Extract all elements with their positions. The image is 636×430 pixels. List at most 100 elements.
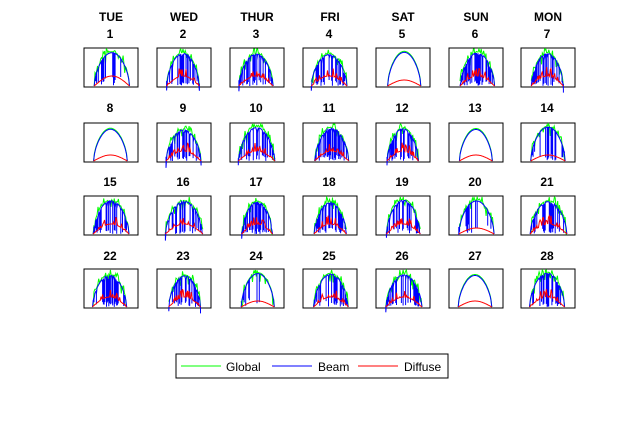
series-global-line xyxy=(92,198,130,235)
day-panel-13: 13 xyxy=(448,101,504,163)
series-global-line xyxy=(93,47,130,87)
series-diffuse-line xyxy=(237,143,276,162)
series-diffuse-line xyxy=(459,154,493,162)
panel-frame xyxy=(83,47,139,88)
day-number: 4 xyxy=(326,27,333,41)
day-name-thur: THUR xyxy=(240,10,274,24)
day-number: 12 xyxy=(395,101,409,115)
series-diffuse-line xyxy=(459,67,495,87)
series-beam-line xyxy=(241,201,274,239)
day-number: 5 xyxy=(399,27,406,41)
series-beam-line xyxy=(165,128,202,168)
series-beam-line xyxy=(93,128,128,162)
day-name-sun: SUN xyxy=(463,10,488,24)
day-number: 21 xyxy=(540,175,554,189)
series-global-line xyxy=(164,196,204,235)
series-diffuse-line xyxy=(166,68,200,87)
day-panel-20: 20 xyxy=(448,175,504,236)
series-diffuse-line xyxy=(310,68,348,87)
day-number: 24 xyxy=(249,249,263,263)
series-beam-line xyxy=(529,272,566,308)
legend-label-beam: Beam xyxy=(318,360,349,374)
legend-label-diffuse: Diffuse xyxy=(404,360,441,374)
day-panel-21: 21 xyxy=(520,175,576,236)
series-beam-line xyxy=(164,199,204,241)
day-number: 3 xyxy=(253,27,260,41)
day-number: 8 xyxy=(107,101,114,115)
day-number: 16 xyxy=(176,175,190,189)
day-panel-11: 11 xyxy=(302,101,358,163)
series-diffuse-line xyxy=(387,79,422,87)
day-name-mon: MON xyxy=(534,10,562,24)
day-name-wed: WED xyxy=(170,10,198,24)
series-diffuse-line xyxy=(386,142,419,162)
series-beam-line xyxy=(458,200,495,236)
day-number: 1 xyxy=(107,27,114,41)
day-number: 17 xyxy=(249,175,263,189)
day-number: 19 xyxy=(395,175,409,189)
series-diffuse-line xyxy=(241,217,273,235)
series-diffuse-line xyxy=(168,289,201,308)
series-beam-line xyxy=(386,128,419,166)
series-beam-line xyxy=(385,199,421,238)
day-panel-8: 8 xyxy=(83,101,139,163)
day-panel-25: 25 xyxy=(302,249,358,309)
day-panel-22: 22 xyxy=(83,249,139,309)
day-number: 28 xyxy=(540,249,554,263)
series-diffuse-line xyxy=(165,142,202,162)
day-panel-24: 24 xyxy=(229,249,285,309)
day-panel-26: 26 xyxy=(375,249,431,313)
day-number: 25 xyxy=(322,249,336,263)
day-name-tue: TUE xyxy=(99,10,123,24)
series-beam-line xyxy=(458,129,493,162)
day-panel-6: 6 xyxy=(448,27,504,88)
series-diffuse-line xyxy=(93,154,128,162)
series-diffuse-line xyxy=(313,215,347,235)
legend-label-global: Global xyxy=(226,360,261,374)
day-number: 20 xyxy=(468,175,482,189)
day-panel-18: 18 xyxy=(302,175,358,236)
day-number: 23 xyxy=(176,249,190,263)
day-number: 15 xyxy=(103,175,117,189)
day-panel-9: 9 xyxy=(156,101,212,168)
series-diffuse-line xyxy=(93,75,130,87)
series-beam-line xyxy=(313,201,347,235)
series-global-line xyxy=(385,268,423,308)
series-global-line xyxy=(237,122,276,162)
day-number: 7 xyxy=(544,27,551,41)
series-global-line xyxy=(459,47,496,87)
day-number: 10 xyxy=(249,101,263,115)
day-panel-19: 19 xyxy=(375,175,431,238)
series-diffuse-line xyxy=(314,144,350,162)
day-number: 2 xyxy=(180,27,187,41)
day-name-sat: SAT xyxy=(391,10,415,24)
series-diffuse-line xyxy=(529,289,565,308)
day-panel-10: 10 xyxy=(229,101,285,166)
series-beam-line xyxy=(92,274,128,308)
day-panel-28: 28 xyxy=(520,249,576,309)
day-number: 22 xyxy=(103,249,117,263)
series-global-line xyxy=(310,49,348,87)
series-beam-line xyxy=(310,54,348,91)
series-beam-line xyxy=(530,53,564,93)
series-beam-line xyxy=(166,53,200,91)
day-panel-5: 5 xyxy=(375,27,431,88)
series-diffuse-line xyxy=(164,218,204,235)
day-number: 11 xyxy=(323,101,336,115)
series-diffuse-line xyxy=(530,67,564,87)
day-number: 13 xyxy=(468,101,482,115)
day-panel-3: 3 xyxy=(229,27,285,92)
day-name-fri: FRI xyxy=(320,10,339,24)
panel-frame xyxy=(302,268,358,309)
series-beam-line xyxy=(457,275,493,308)
day-panel-27: 27 xyxy=(448,249,504,309)
series-global-line xyxy=(386,123,419,162)
day-panel-12: 12 xyxy=(375,101,431,166)
series-beam-line xyxy=(387,51,422,87)
day-panel-17: 17 xyxy=(229,175,285,239)
series-diffuse-line xyxy=(457,300,493,308)
series-diffuse-line xyxy=(92,289,128,308)
day-panel-14: 14 xyxy=(520,101,576,163)
legend: Global Beam Diffuse xyxy=(175,353,449,379)
